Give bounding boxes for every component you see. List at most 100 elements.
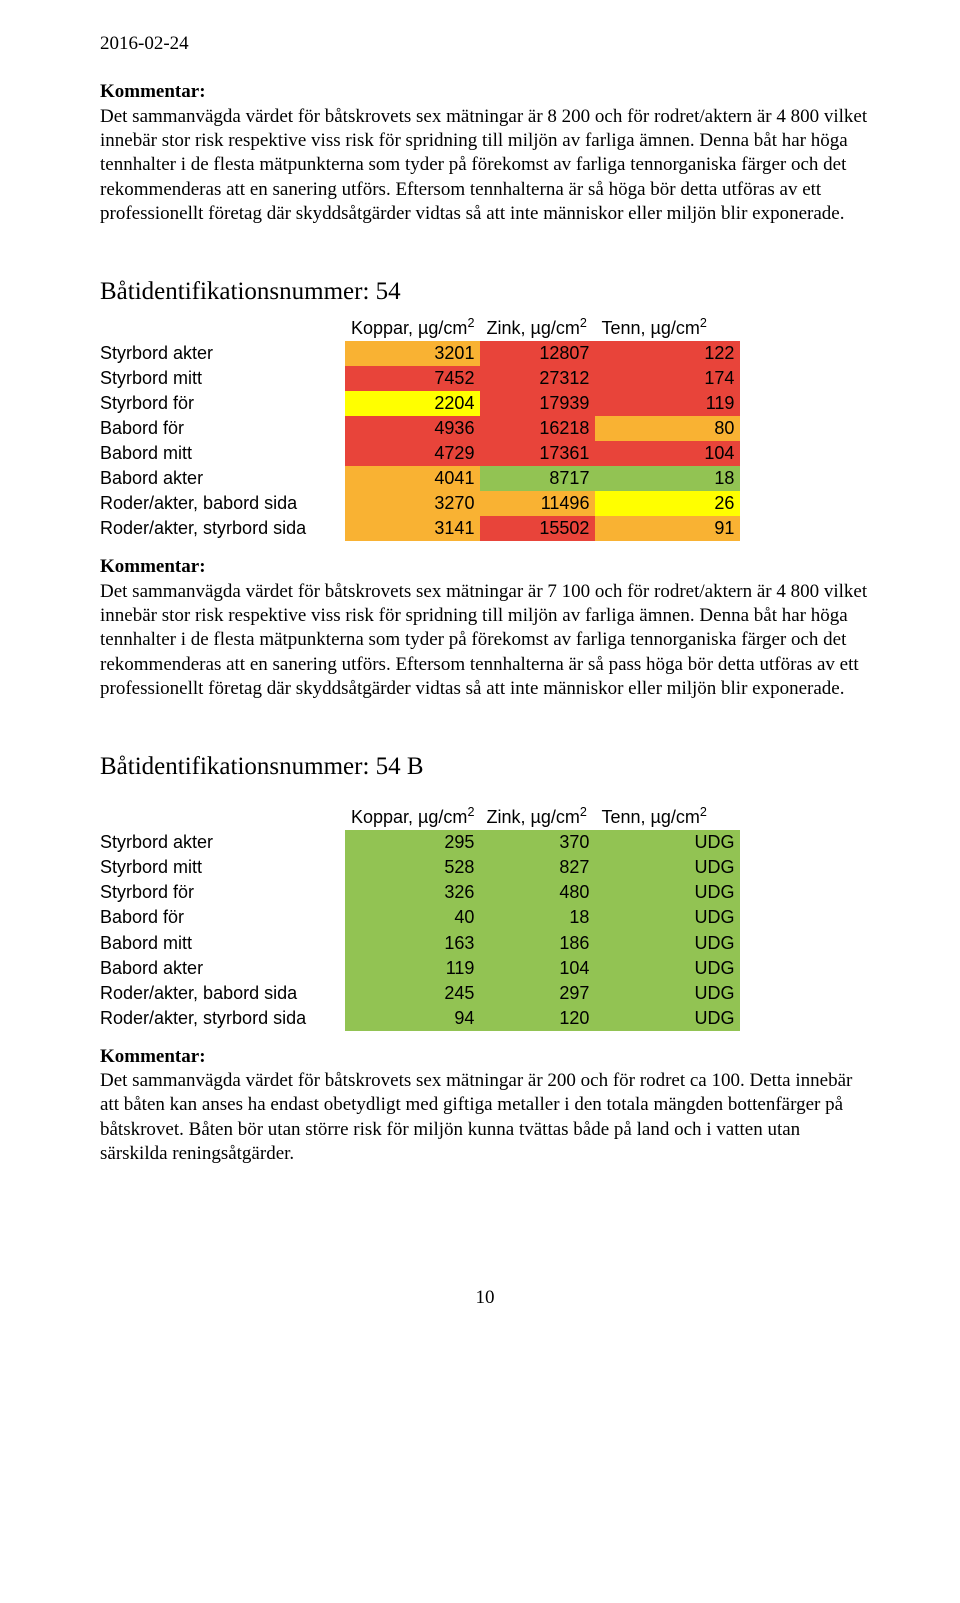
table-row: Styrbord för220417939119 <box>100 391 740 416</box>
table54B-comment-text: Det sammanvägda värdet för båtskrovets s… <box>100 1069 870 1166</box>
zink-cell: 27312 <box>480 366 595 391</box>
koppar-cell: 4936 <box>345 416 480 441</box>
tenn-cell: 91 <box>595 516 740 541</box>
row-label: Babord för <box>100 905 345 930</box>
koppar-cell: 163 <box>345 931 480 956</box>
table-row: Babord för49361621880 <box>100 416 740 441</box>
blank-header <box>100 316 345 341</box>
tenn-cell: UDG <box>595 855 740 880</box>
koppar-cell: 4729 <box>345 441 480 466</box>
table-row: Babord mitt163186UDG <box>100 931 740 956</box>
table-row: Babord mitt472917361104 <box>100 441 740 466</box>
koppar-cell: 7452 <box>345 366 480 391</box>
tenn-cell: UDG <box>595 880 740 905</box>
row-label: Styrbord mitt <box>100 855 345 880</box>
tenn-cell: UDG <box>595 981 740 1006</box>
tenn-cell: UDG <box>595 905 740 930</box>
zink-cell: 827 <box>480 855 595 880</box>
koppar-cell: 295 <box>345 830 480 855</box>
kommentar-label: Kommentar: <box>100 1045 870 1069</box>
row-label: Styrbord akter <box>100 830 345 855</box>
table54-heading: Båtidentifikationsnummer: 54 <box>100 276 870 308</box>
row-label: Roder/akter, styrbord sida <box>100 1006 345 1031</box>
zink-cell: 480 <box>480 880 595 905</box>
koppar-cell: 528 <box>345 855 480 880</box>
koppar-cell: 119 <box>345 956 480 981</box>
zink-header: Zink, µg/cm2 <box>480 805 595 830</box>
table54-body: Styrbord akter320112807122Styrbord mitt7… <box>100 341 740 541</box>
table-row: Roder/akter, babord sida32701149626 <box>100 491 740 516</box>
row-label: Styrbord akter <box>100 341 345 366</box>
page: 2016-02-24 Kommentar: Det sammanvägda vä… <box>0 0 960 1351</box>
table-row: Babord akter119104UDG <box>100 956 740 981</box>
table-row: Styrbord akter295370UDG <box>100 830 740 855</box>
zink-cell: 8717 <box>480 466 595 491</box>
zink-cell: 120 <box>480 1006 595 1031</box>
row-label: Babord för <box>100 416 345 441</box>
koppar-header: Koppar, µg/cm2 <box>345 805 480 830</box>
koppar-cell: 326 <box>345 880 480 905</box>
row-label: Roder/akter, babord sida <box>100 491 345 516</box>
table54-comment-block: Kommentar: Det sammanvägda värdet för bå… <box>100 555 870 701</box>
row-label: Babord mitt <box>100 931 345 956</box>
kommentar-label: Kommentar: <box>100 80 870 104</box>
zink-cell: 11496 <box>480 491 595 516</box>
table-row: Babord akter4041871718 <box>100 466 740 491</box>
table-row: Roder/akter, babord sida245297UDG <box>100 981 740 1006</box>
tenn-cell: UDG <box>595 956 740 981</box>
zink-header: Zink, µg/cm2 <box>480 316 595 341</box>
tenn-cell: UDG <box>595 830 740 855</box>
koppar-cell: 2204 <box>345 391 480 416</box>
tenn-cell: 104 <box>595 441 740 466</box>
document-date: 2016-02-24 <box>100 32 870 56</box>
row-label: Babord akter <box>100 466 345 491</box>
row-label: Roder/akter, styrbord sida <box>100 516 345 541</box>
tenn-header: Tenn, µg/cm2 <box>595 316 740 341</box>
table-row: Roder/akter, styrbord sida31411550291 <box>100 516 740 541</box>
koppar-cell: 94 <box>345 1006 480 1031</box>
row-label: Roder/akter, babord sida <box>100 981 345 1006</box>
row-label: Styrbord för <box>100 880 345 905</box>
zink-cell: 17939 <box>480 391 595 416</box>
table54: Koppar, µg/cm2 Zink, µg/cm2 Tenn, µg/cm2… <box>100 316 740 541</box>
tenn-cell: 80 <box>595 416 740 441</box>
zink-cell: 297 <box>480 981 595 1006</box>
table-row: Roder/akter, styrbord sida94120UDG <box>100 1006 740 1031</box>
zink-cell: 17361 <box>480 441 595 466</box>
page-number: 10 <box>100 1286 870 1310</box>
zink-cell: 104 <box>480 956 595 981</box>
table54B-heading: Båtidentifikationsnummer: 54 B <box>100 751 870 783</box>
table-row: Styrbord akter320112807122 <box>100 341 740 366</box>
zink-cell: 186 <box>480 931 595 956</box>
tenn-cell: 119 <box>595 391 740 416</box>
table54B-header: Koppar, µg/cm2 Zink, µg/cm2 Tenn, µg/cm2 <box>100 805 740 830</box>
zink-cell: 15502 <box>480 516 595 541</box>
table54-header: Koppar, µg/cm2 Zink, µg/cm2 Tenn, µg/cm2 <box>100 316 740 341</box>
zink-cell: 16218 <box>480 416 595 441</box>
zink-cell: 12807 <box>480 341 595 366</box>
tenn-cell: 122 <box>595 341 740 366</box>
row-label: Babord mitt <box>100 441 345 466</box>
table-row: Styrbord mitt745227312174 <box>100 366 740 391</box>
blank-header <box>100 805 345 830</box>
table-row: Styrbord för326480UDG <box>100 880 740 905</box>
koppar-cell: 245 <box>345 981 480 1006</box>
zink-cell: 18 <box>480 905 595 930</box>
row-label: Styrbord för <box>100 391 345 416</box>
koppar-cell: 4041 <box>345 466 480 491</box>
intro-comment-text: Det sammanvägda värdet för båtskrovets s… <box>100 105 870 227</box>
tenn-cell: UDG <box>595 931 740 956</box>
tenn-cell: 174 <box>595 366 740 391</box>
table54-comment-text: Det sammanvägda värdet för båtskrovets s… <box>100 580 870 702</box>
kommentar-label: Kommentar: <box>100 555 870 579</box>
tenn-cell: 18 <box>595 466 740 491</box>
tenn-cell: 26 <box>595 491 740 516</box>
table54B-body: Styrbord akter295370UDGStyrbord mitt5288… <box>100 830 740 1030</box>
koppar-cell: 3201 <box>345 341 480 366</box>
table54B-comment-block: Kommentar: Det sammanvägda värdet för bå… <box>100 1045 870 1167</box>
table-row: Styrbord mitt528827UDG <box>100 855 740 880</box>
row-label: Babord akter <box>100 956 345 981</box>
koppar-header: Koppar, µg/cm2 <box>345 316 480 341</box>
table54B: Koppar, µg/cm2 Zink, µg/cm2 Tenn, µg/cm2… <box>100 805 740 1030</box>
tenn-cell: UDG <box>595 1006 740 1031</box>
